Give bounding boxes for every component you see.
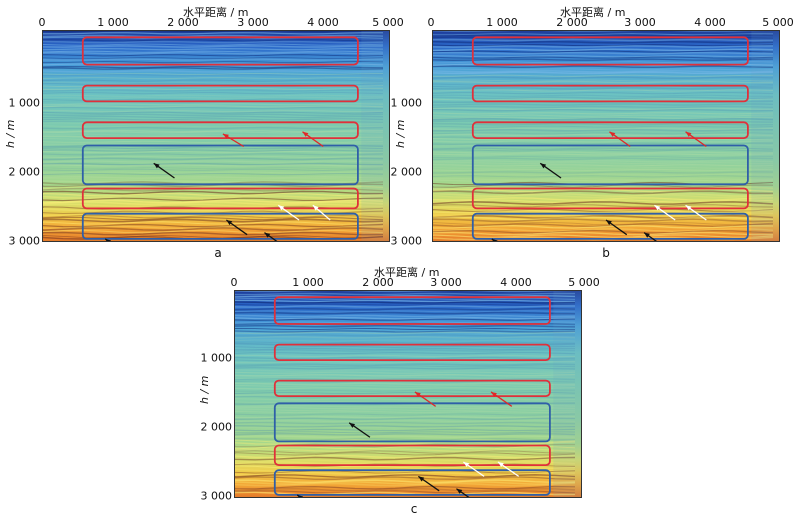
blue-highlight-box — [471, 212, 749, 240]
white-arrow-icon — [497, 461, 520, 477]
red-arrow-icon — [685, 131, 707, 148]
y-tick-3000: 3 000 — [8, 234, 41, 248]
black-arrow-icon — [456, 488, 470, 497]
x-tick-3000: 3 000 — [430, 276, 462, 289]
black-arrow-icon — [539, 162, 562, 179]
red-highlight-box — [471, 36, 749, 66]
x-tick-5000: 5 000 — [568, 276, 600, 289]
panel-c: 水平距离 / m 0 1 000 2 000 3 000 4 000 5 000… — [192, 258, 612, 517]
x-axis-title: 水平距离 / m — [560, 6, 626, 19]
x-tick-1000: 1 000 — [97, 16, 129, 29]
y-tick-1000: 1 000 — [200, 351, 233, 365]
red-arrow-icon — [609, 131, 631, 148]
red-arrow-icon — [222, 133, 245, 148]
x-tick-3000: 3 000 — [237, 16, 269, 29]
x-axis-title: 水平距离 / m — [183, 6, 249, 19]
blue-highlight-box — [273, 402, 551, 443]
black-arrow-icon — [104, 238, 112, 241]
panel-label-c: c — [410, 502, 418, 516]
x-tick-4000: 4 000 — [694, 16, 726, 29]
x-tick-4000: 4 000 — [307, 16, 339, 29]
x-axis-title: 水平距离 / m — [374, 266, 440, 279]
x-tick-5000: 5 000 — [762, 16, 794, 29]
black-arrow-icon — [418, 475, 440, 492]
x-tick-1000: 1 000 — [292, 276, 324, 289]
blue-highlight-box — [273, 469, 551, 496]
black-arrow-icon — [643, 232, 658, 241]
y-axis-title: h / m — [198, 375, 211, 404]
red-highlight-box — [273, 379, 551, 397]
red-highlight-box — [471, 187, 749, 210]
seismic-section-a — [42, 30, 390, 242]
seismic-section-b — [432, 30, 780, 242]
x-tick-3000: 3 000 — [624, 16, 656, 29]
x-tick-2000: 2 000 — [167, 16, 199, 29]
seismic-section-c — [234, 290, 582, 498]
black-arrow-icon — [296, 494, 304, 497]
x-tick-2000: 2 000 — [362, 276, 394, 289]
y-tick-1000: 1 000 — [8, 96, 41, 110]
y-tick-1000: 1 000 — [390, 96, 423, 110]
red-highlight-box — [81, 187, 359, 210]
red-highlight-box — [273, 444, 551, 467]
panel-a: 水平距离 / m 0 1 000 2 000 3 000 4 000 5 000… — [0, 0, 404, 260]
y-tick-3000: 3 000 — [200, 489, 233, 503]
white-arrow-icon — [654, 204, 676, 221]
red-highlight-box — [81, 121, 359, 140]
red-highlight-box — [273, 343, 551, 361]
red-arrow-icon — [302, 131, 324, 148]
panel-label-a: a — [214, 246, 222, 260]
y-tick-3000: 3 000 — [390, 234, 423, 248]
red-highlight-box — [81, 36, 359, 66]
x-tick-5000: 5 000 — [372, 16, 404, 29]
red-arrow-icon — [490, 391, 513, 407]
red-highlight-box — [471, 84, 749, 103]
x-tick-0: 0 — [38, 16, 46, 29]
red-highlight-box — [273, 296, 551, 325]
x-tick-1000: 1 000 — [486, 16, 518, 29]
blue-highlight-box — [471, 144, 749, 186]
y-tick-2000: 2 000 — [8, 165, 41, 179]
y-axis-title: h / m — [394, 119, 407, 148]
black-arrow-icon — [153, 162, 175, 179]
white-arrow-icon — [312, 204, 331, 221]
x-tick-4000: 4 000 — [500, 276, 532, 289]
y-axis-title: h / m — [4, 119, 17, 148]
panel-label-b: b — [602, 246, 610, 260]
seismic-image — [235, 291, 581, 497]
black-arrow-icon — [491, 238, 498, 241]
y-tick-2000: 2 000 — [200, 420, 233, 434]
black-arrow-icon — [264, 232, 278, 241]
black-arrow-icon — [605, 219, 628, 236]
panel-b: 0 1 000 2 000 3 000 4 000 5 000 水平距离 / m… — [390, 0, 800, 260]
blue-highlight-box — [81, 144, 359, 186]
blue-highlight-box — [81, 212, 359, 240]
seismic-image — [43, 31, 389, 241]
red-highlight-box — [81, 84, 359, 103]
x-tick-0: 0 — [230, 276, 238, 289]
x-tick-2000: 2 000 — [556, 16, 588, 29]
seismic-image — [433, 31, 779, 241]
y-tick-2000: 2 000 — [390, 165, 423, 179]
white-arrow-icon — [462, 461, 485, 477]
red-highlight-box — [471, 121, 749, 140]
white-arrow-icon — [277, 204, 300, 221]
red-arrow-icon — [414, 391, 437, 407]
black-arrow-icon — [348, 422, 371, 438]
black-arrow-icon — [226, 219, 248, 236]
x-tick-0: 0 — [427, 16, 435, 29]
white-arrow-icon — [685, 204, 707, 221]
